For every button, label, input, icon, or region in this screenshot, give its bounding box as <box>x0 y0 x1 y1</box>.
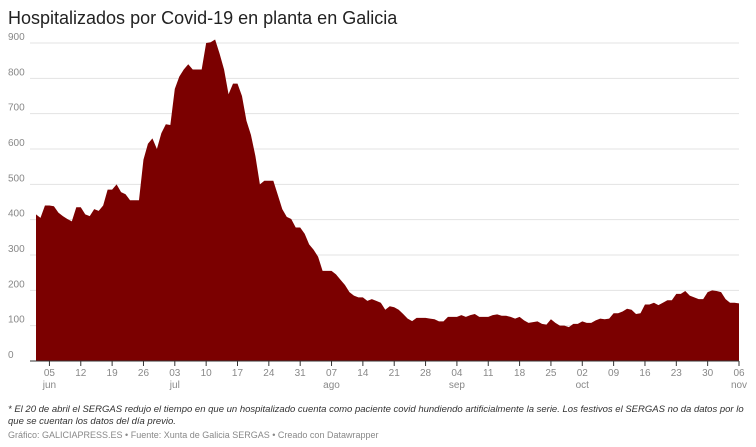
x-tick-label: 19 <box>107 368 119 379</box>
x-tick-label: 21 <box>389 368 401 379</box>
y-tick-label: 0 <box>8 350 14 361</box>
x-tick-label: 03 jul <box>169 368 181 391</box>
footnote: * El 20 de abril el SERGAS redujo el tie… <box>8 404 744 427</box>
x-tick-label: 11 <box>483 368 494 379</box>
x-tick-label: 23 <box>671 368 683 379</box>
y-tick-label: 600 <box>8 138 25 149</box>
y-tick-label: 800 <box>8 67 25 78</box>
x-tick-month: ago <box>323 380 340 391</box>
x-tick-label: 02 oct <box>576 368 590 391</box>
x-tick-label: 16 <box>639 368 651 379</box>
x-tick-label: 25 <box>545 368 557 379</box>
x-tick-day: 07 <box>326 368 338 379</box>
y-tick-label: 300 <box>8 244 25 255</box>
x-tick-label: 05 jun <box>42 368 56 391</box>
x-tick-label: 17 <box>232 368 244 379</box>
x-tick-month: jul <box>169 380 180 391</box>
source: Gráfico: GALICIAPRESS.ES • Fuente: Xunta… <box>8 430 379 440</box>
x-tick-label: 04 sep <box>449 368 466 391</box>
x-tick-day: 05 <box>44 368 56 379</box>
x-tick-day: 06 <box>733 368 745 379</box>
y-tick-label: 400 <box>8 209 25 220</box>
x-tick-day: 04 <box>451 368 463 379</box>
x-tick-month: nov <box>731 380 747 391</box>
x-tick-label: 28 <box>420 368 432 379</box>
x-tick-day: 02 <box>577 368 589 379</box>
x-tick-label: 24 <box>263 368 275 379</box>
x-tick-label: 10 <box>201 368 213 379</box>
y-tick-label: 700 <box>8 103 25 114</box>
x-tick-label: 06 nov <box>731 368 747 391</box>
x-tick-label: 14 <box>357 368 369 379</box>
area <box>36 39 739 361</box>
chart: Hospitalizados por Covid-19 en planta en… <box>8 8 747 391</box>
y-tick-label: 900 <box>8 32 25 43</box>
x-tick-label: 09 <box>608 368 620 379</box>
x-tick-label: 07 ago <box>323 368 340 391</box>
y-tick-label: 500 <box>8 173 25 184</box>
y-tick-label: 200 <box>8 279 25 290</box>
x-tick-month: jun <box>42 380 56 391</box>
x-tick-label: 31 <box>295 368 307 379</box>
x-tick-month: oct <box>576 380 590 391</box>
chart-title: Hospitalizados por Covid-19 en planta en… <box>8 8 398 28</box>
x-tick-label: 18 <box>514 368 526 379</box>
x-tick-label: 12 <box>75 368 87 379</box>
x-tick-label: 30 <box>702 368 714 379</box>
x-tick-label: 26 <box>138 368 150 379</box>
x-tick-day: 03 <box>169 368 181 379</box>
x-tick-month: sep <box>449 380 466 391</box>
y-tick-label: 100 <box>8 315 25 326</box>
